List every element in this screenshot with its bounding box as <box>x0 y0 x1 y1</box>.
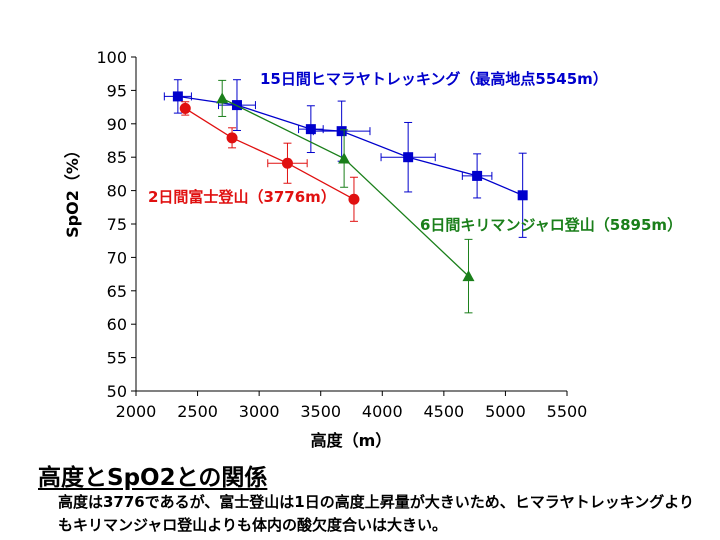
y-tick-label: 80 <box>107 182 127 201</box>
y-tick-label: 95 <box>107 81 127 100</box>
series-label-kilimanjaro: 6日間キリマンジャロ登山（5895m） <box>420 216 682 234</box>
x-tick-label: 3500 <box>300 402 341 421</box>
series-label-himalaya: 15日間ヒマラヤトレッキング（最高地点5545m） <box>260 70 608 88</box>
data-point-square <box>517 190 528 201</box>
y-tick-label: 75 <box>107 215 127 234</box>
section-heading: 高度とSpO2との関係 <box>38 465 268 491</box>
series-1 <box>179 101 360 222</box>
y-tick-label: 50 <box>107 382 127 401</box>
spo2-altitude-chart: 50 55 60 65 70 75 80 85 90 95 100 2000 2500 3000 3500 4… <box>63 48 682 450</box>
series-layer <box>163 79 528 314</box>
data-point-square <box>336 126 347 137</box>
x-tick-label: 4000 <box>362 402 403 421</box>
series-line <box>177 95 523 196</box>
x-tick-label: 2500 <box>177 402 218 421</box>
data-point-circle <box>179 102 191 114</box>
data-point-triangle <box>216 92 229 104</box>
data-point-square <box>305 124 316 135</box>
data-point-triangle <box>338 152 351 164</box>
y-tick-label: 90 <box>107 115 127 134</box>
axes: 50 55 60 65 70 75 80 85 90 95 100 2000 2500 3000 3500 4… <box>96 48 587 421</box>
y-tick-label: 60 <box>107 315 127 334</box>
series-line <box>184 107 355 200</box>
x-tick-label: 2000 <box>116 402 157 421</box>
series-label-fuji: 2日間富士登山（3776m） <box>148 188 336 206</box>
y-tick-label: 85 <box>107 148 127 167</box>
y-axis-label: SpO2（%） <box>63 142 82 238</box>
x-tick-label: 3000 <box>239 402 280 421</box>
y-tick-label: 70 <box>107 248 127 267</box>
data-point-circle <box>348 193 360 205</box>
data-point-square <box>172 91 183 102</box>
data-point-circle <box>226 132 238 144</box>
caption-text: 高度は3776であるが、富士登山は1日の高度上昇量が大きいため、ヒマラヤトレッキ… <box>58 493 694 534</box>
data-point-square <box>403 152 414 163</box>
data-point-triangle <box>462 270 475 282</box>
data-point-circle <box>281 157 293 169</box>
series-2 <box>216 79 475 314</box>
x-tick-label: 5000 <box>485 402 526 421</box>
x-axis-label: 高度（m） <box>311 431 392 450</box>
y-tick-label: 100 <box>96 48 127 67</box>
y-tick-label: 55 <box>107 349 127 368</box>
y-tick-label: 65 <box>107 282 127 301</box>
data-point-square <box>472 170 483 181</box>
x-tick-label: 4500 <box>423 402 464 421</box>
x-tick-label: 5500 <box>547 402 588 421</box>
